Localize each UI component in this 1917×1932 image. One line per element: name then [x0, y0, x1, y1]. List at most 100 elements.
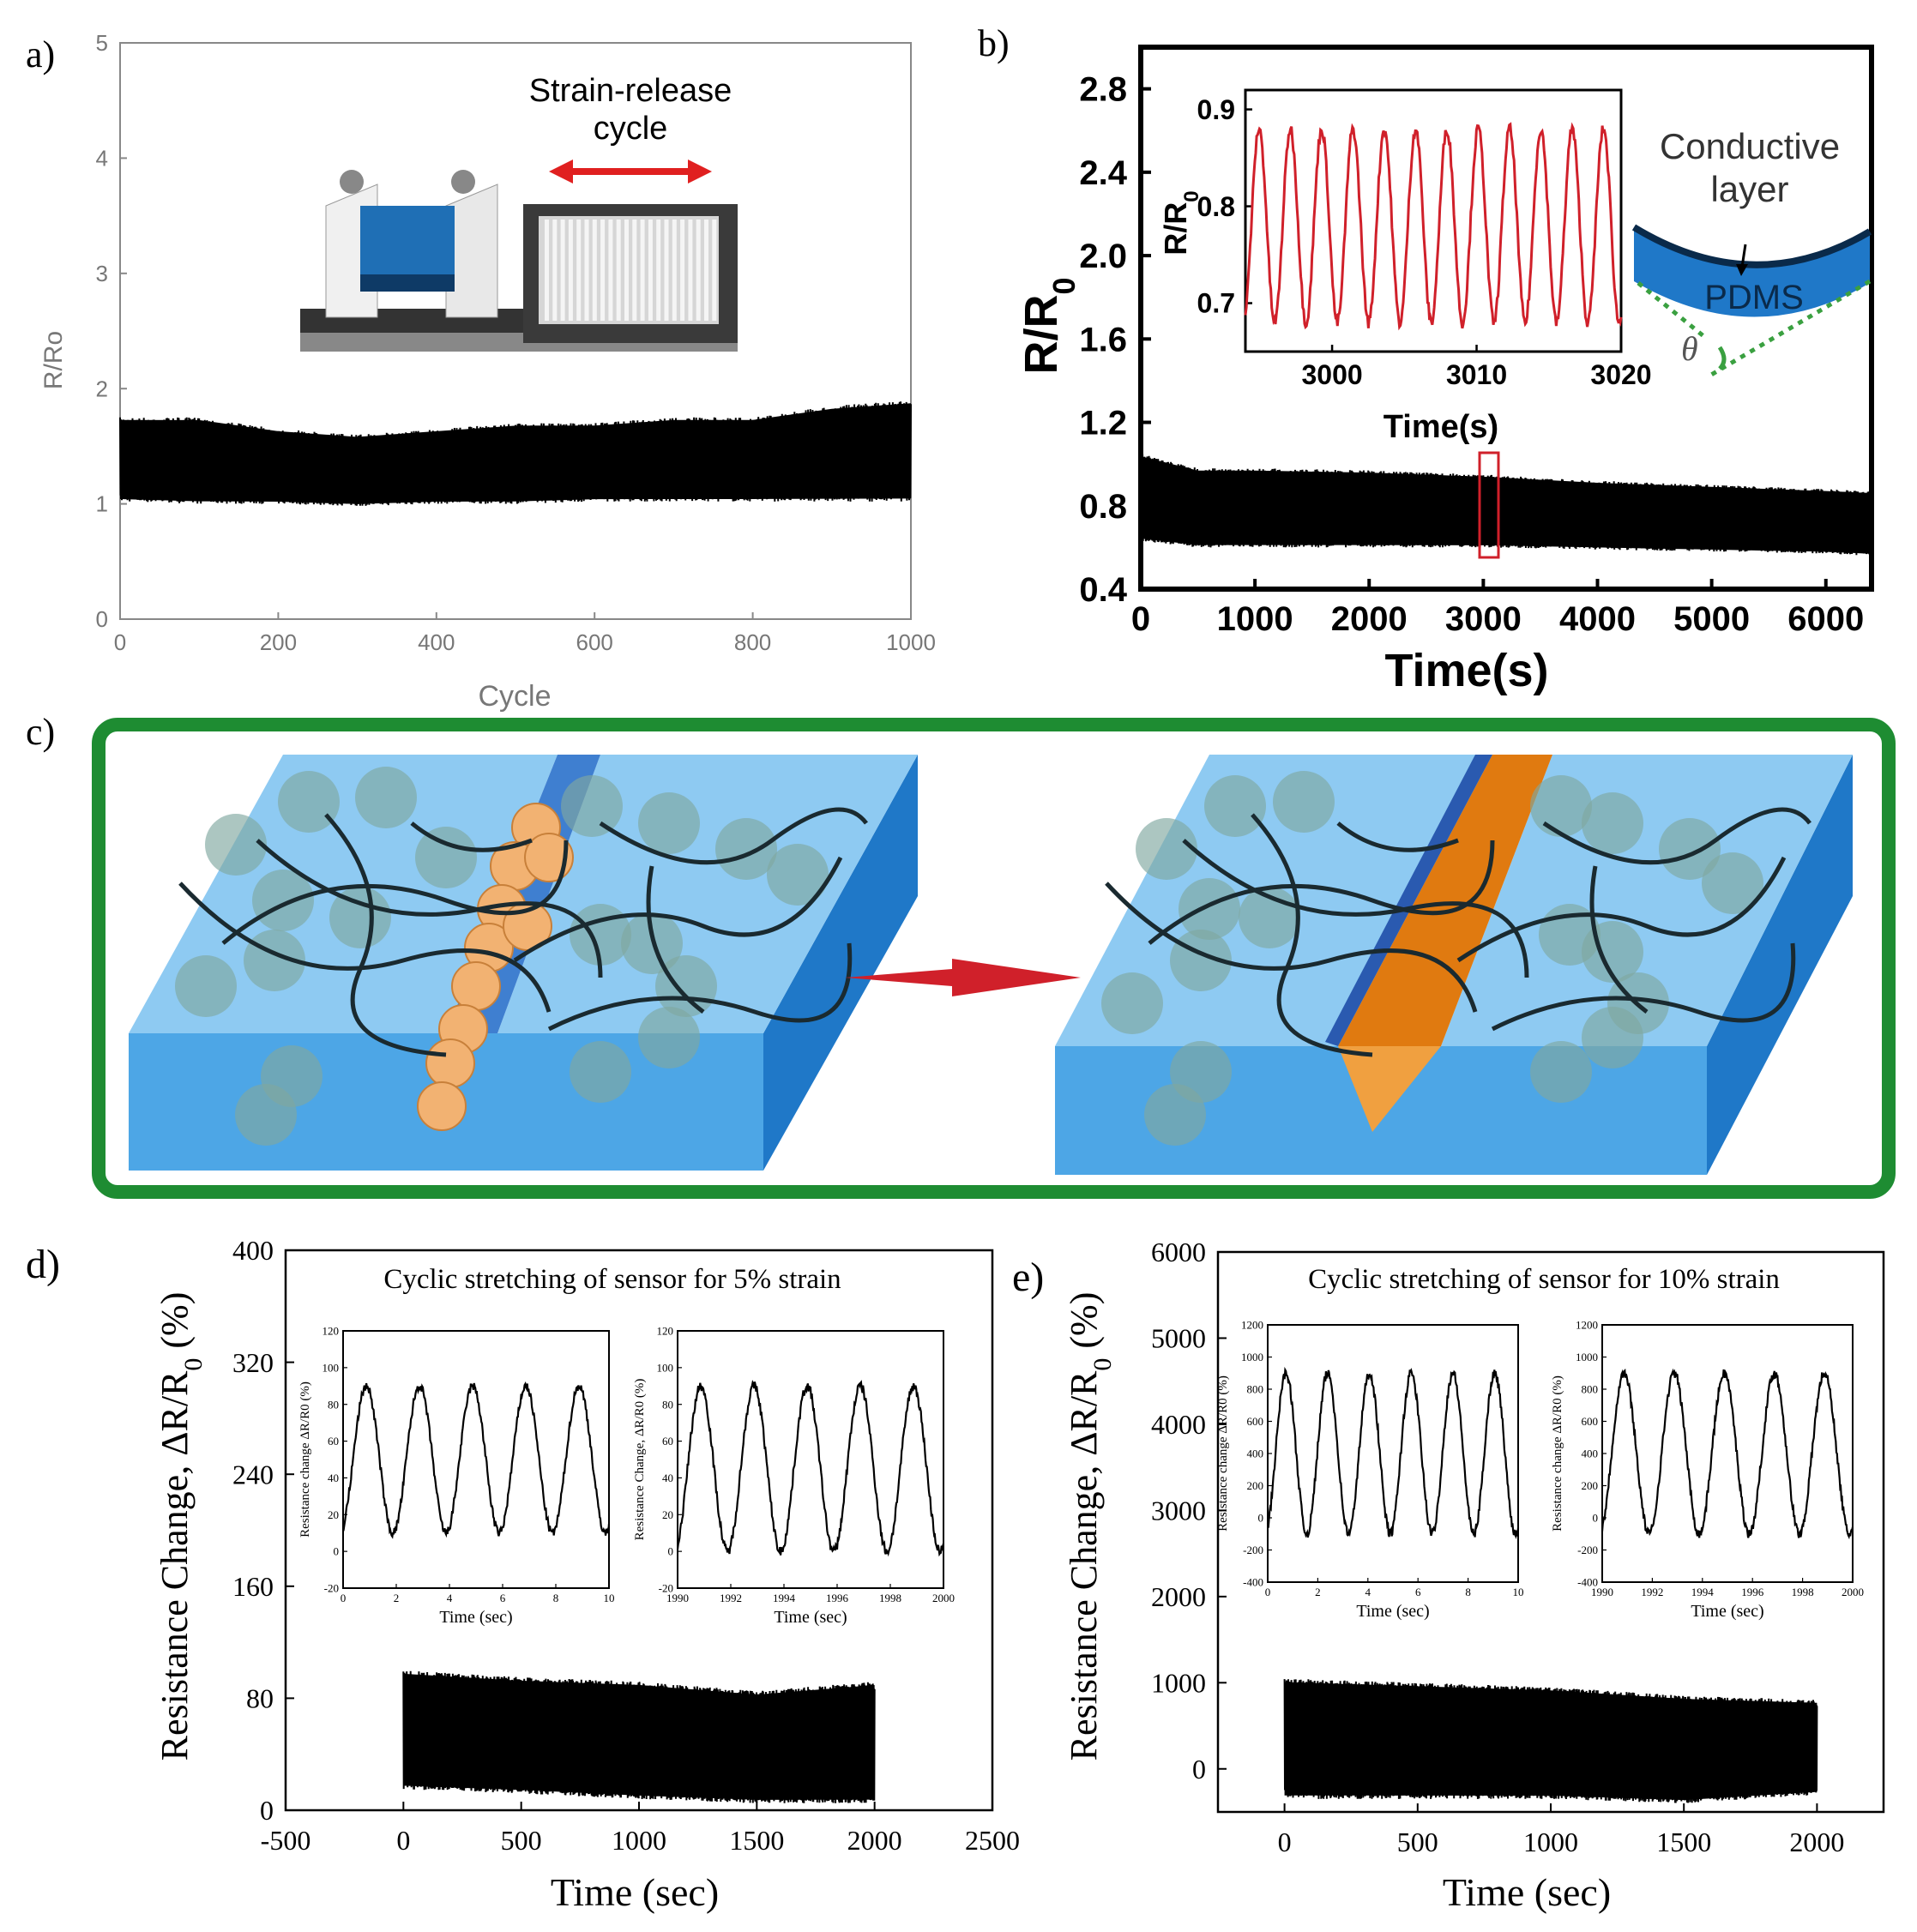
- nanowire-fiber: [1336, 822, 1459, 852]
- panel-b: b) 0 1000 2000 3000 4000 5000 6000 0.4 0.8 1.2 1.6…: [978, 22, 1874, 696]
- conductive-layer-sketch: [1631, 224, 1872, 380]
- panel-b-inset-data: [1244, 122, 1623, 331]
- panel-d-label: d): [26, 1242, 60, 1287]
- x-tick-label: 1992: [1641, 1586, 1663, 1598]
- inset-xlabel: Time (sec): [1691, 1602, 1763, 1621]
- nanowire-fiber: [324, 813, 447, 1057]
- x-tick-label: 1998: [1792, 1586, 1814, 1598]
- x-tick-label: 1998: [879, 1592, 901, 1604]
- nanowire-fiber: [1105, 882, 1478, 1013]
- rib: [584, 220, 589, 321]
- x-tick-label: 6: [1415, 1586, 1421, 1598]
- x-tick-label: 200: [260, 629, 297, 655]
- nanowire-fiber: [1542, 807, 1812, 865]
- y-tick-label: 120: [657, 1325, 674, 1338]
- x-tick-label: 2: [1315, 1586, 1321, 1598]
- x-tick-label: 2000: [1331, 600, 1408, 638]
- y-tick-label: 20: [662, 1508, 673, 1521]
- y-tick-label: 1200: [1576, 1319, 1598, 1332]
- inset-ylabel: Resistance change ΔR/R0 (%): [1216, 1375, 1230, 1532]
- x-tick-label: 1500: [1656, 1827, 1711, 1857]
- x-tick-label: 1990: [1591, 1586, 1613, 1598]
- nanoparticle-sphere: [561, 775, 623, 837]
- panel-d-series-line-band: [403, 1673, 875, 1800]
- conductive-particle: [451, 961, 501, 1011]
- y-tick-label: 600: [1247, 1415, 1264, 1428]
- x-tick-label: 0: [396, 1825, 410, 1856]
- inset-frame: [677, 1330, 944, 1589]
- x-tick-label: 1990: [666, 1592, 689, 1604]
- nanoparticle-sphere: [1204, 775, 1266, 837]
- nanowire-fiber: [1148, 840, 1495, 945]
- y-tick-label: 240: [232, 1459, 274, 1490]
- rib: [656, 220, 661, 321]
- x-tick-label: -500: [261, 1825, 311, 1856]
- panel-e-ticks: 0 500 1000 1500 2000010002000300040005000600…: [1151, 1237, 1844, 1857]
- panel-d-xlabel: Time (sec): [551, 1870, 719, 1914]
- panel-d: d) -500 0 500 1000 1500 2000 25000801602403204…: [26, 1235, 1020, 1914]
- nanowire-fiber: [1456, 856, 1787, 963]
- rib: [560, 220, 565, 321]
- y-tick-label: 80: [246, 1683, 274, 1714]
- rib: [672, 220, 677, 321]
- y-tick-label: -20: [324, 1582, 339, 1595]
- panel-e-ylabel: Resistance Change, ΔR/R0 (%): [1063, 1292, 1117, 1761]
- rib: [592, 220, 597, 321]
- panel-d-inset-2: 1990 1992 1994 1996 1998 2000 -20 0 20 40 60 80 100 1…: [633, 1325, 955, 1627]
- y-tick-label: 2.8: [1079, 71, 1127, 109]
- y-tick-label: 120: [323, 1325, 340, 1338]
- nanoparticle-sphere: [1144, 1084, 1206, 1146]
- rib: [608, 220, 613, 321]
- y-tick-label: 1: [96, 491, 108, 517]
- y-tick-label: 40: [328, 1472, 339, 1484]
- rib: [624, 220, 629, 321]
- panel-b-inset-series-line: [1244, 122, 1623, 331]
- nanowire-fiber: [410, 822, 533, 852]
- nanowire-fiber: [178, 882, 552, 1013]
- y-tick-label: 4000: [1151, 1409, 1206, 1440]
- inset-ylabel: Resistance change ΔR/R0 (%): [1551, 1375, 1564, 1532]
- nanowire-fiber: [1491, 942, 1796, 1032]
- y-tick-label: 2.0: [1079, 238, 1127, 275]
- panel-b-xlabel: Time(s): [1384, 645, 1548, 696]
- x-tick-label: 1000: [612, 1825, 666, 1856]
- panel-a-label: a): [26, 33, 55, 75]
- x-tick-label: 3020: [1590, 359, 1651, 390]
- y-tick-label: 0.8: [1079, 488, 1127, 526]
- y-tick-label: 0: [334, 1545, 340, 1558]
- y-tick-label: 80: [662, 1398, 673, 1411]
- y-tick-label: 600: [1582, 1415, 1599, 1428]
- strain-machine-illustration: [300, 159, 738, 352]
- y-tick-label: -400: [1243, 1576, 1263, 1589]
- inset-xlabel: Time (sec): [1356, 1602, 1429, 1621]
- y-tick-label: 1.2: [1079, 405, 1127, 442]
- nanoparticle-sphere: [1582, 1007, 1643, 1068]
- x-tick-label: 5000: [1673, 600, 1750, 638]
- conductive-particle: [425, 1038, 475, 1088]
- y-tick-label: 3: [96, 261, 108, 286]
- panel-e-label: e): [1012, 1255, 1044, 1300]
- inset-ylabel: Resistance change ΔR/R0 (%): [298, 1381, 312, 1538]
- x-tick-label: 10: [1513, 1586, 1524, 1598]
- y-tick-label: 5000: [1151, 1323, 1206, 1354]
- y-tick-label: 0.9: [1197, 94, 1235, 125]
- x-tick-label: 1000: [886, 629, 936, 655]
- panel-a-ylabel: R/Ro: [39, 331, 68, 389]
- nanoparticle-sphere: [1530, 775, 1592, 837]
- inset-series-line: [676, 1380, 945, 1557]
- rib: [568, 220, 573, 321]
- x-tick-label: 2500: [965, 1825, 1020, 1856]
- panel-c-label: c): [26, 711, 55, 753]
- nanoparticle-sphere: [1659, 818, 1721, 880]
- x-tick-label: 4: [1365, 1586, 1371, 1598]
- y-tick-label: 20: [328, 1508, 339, 1521]
- conductive-layer-label-2: layer: [1710, 169, 1788, 209]
- panel-b-inset-xlabel: Time(s): [1383, 409, 1498, 445]
- x-tick-label: 800: [734, 629, 771, 655]
- x-tick-label: 1994: [773, 1592, 796, 1604]
- x-tick-label: 0: [1278, 1827, 1292, 1857]
- y-tick-label: 60: [328, 1435, 339, 1447]
